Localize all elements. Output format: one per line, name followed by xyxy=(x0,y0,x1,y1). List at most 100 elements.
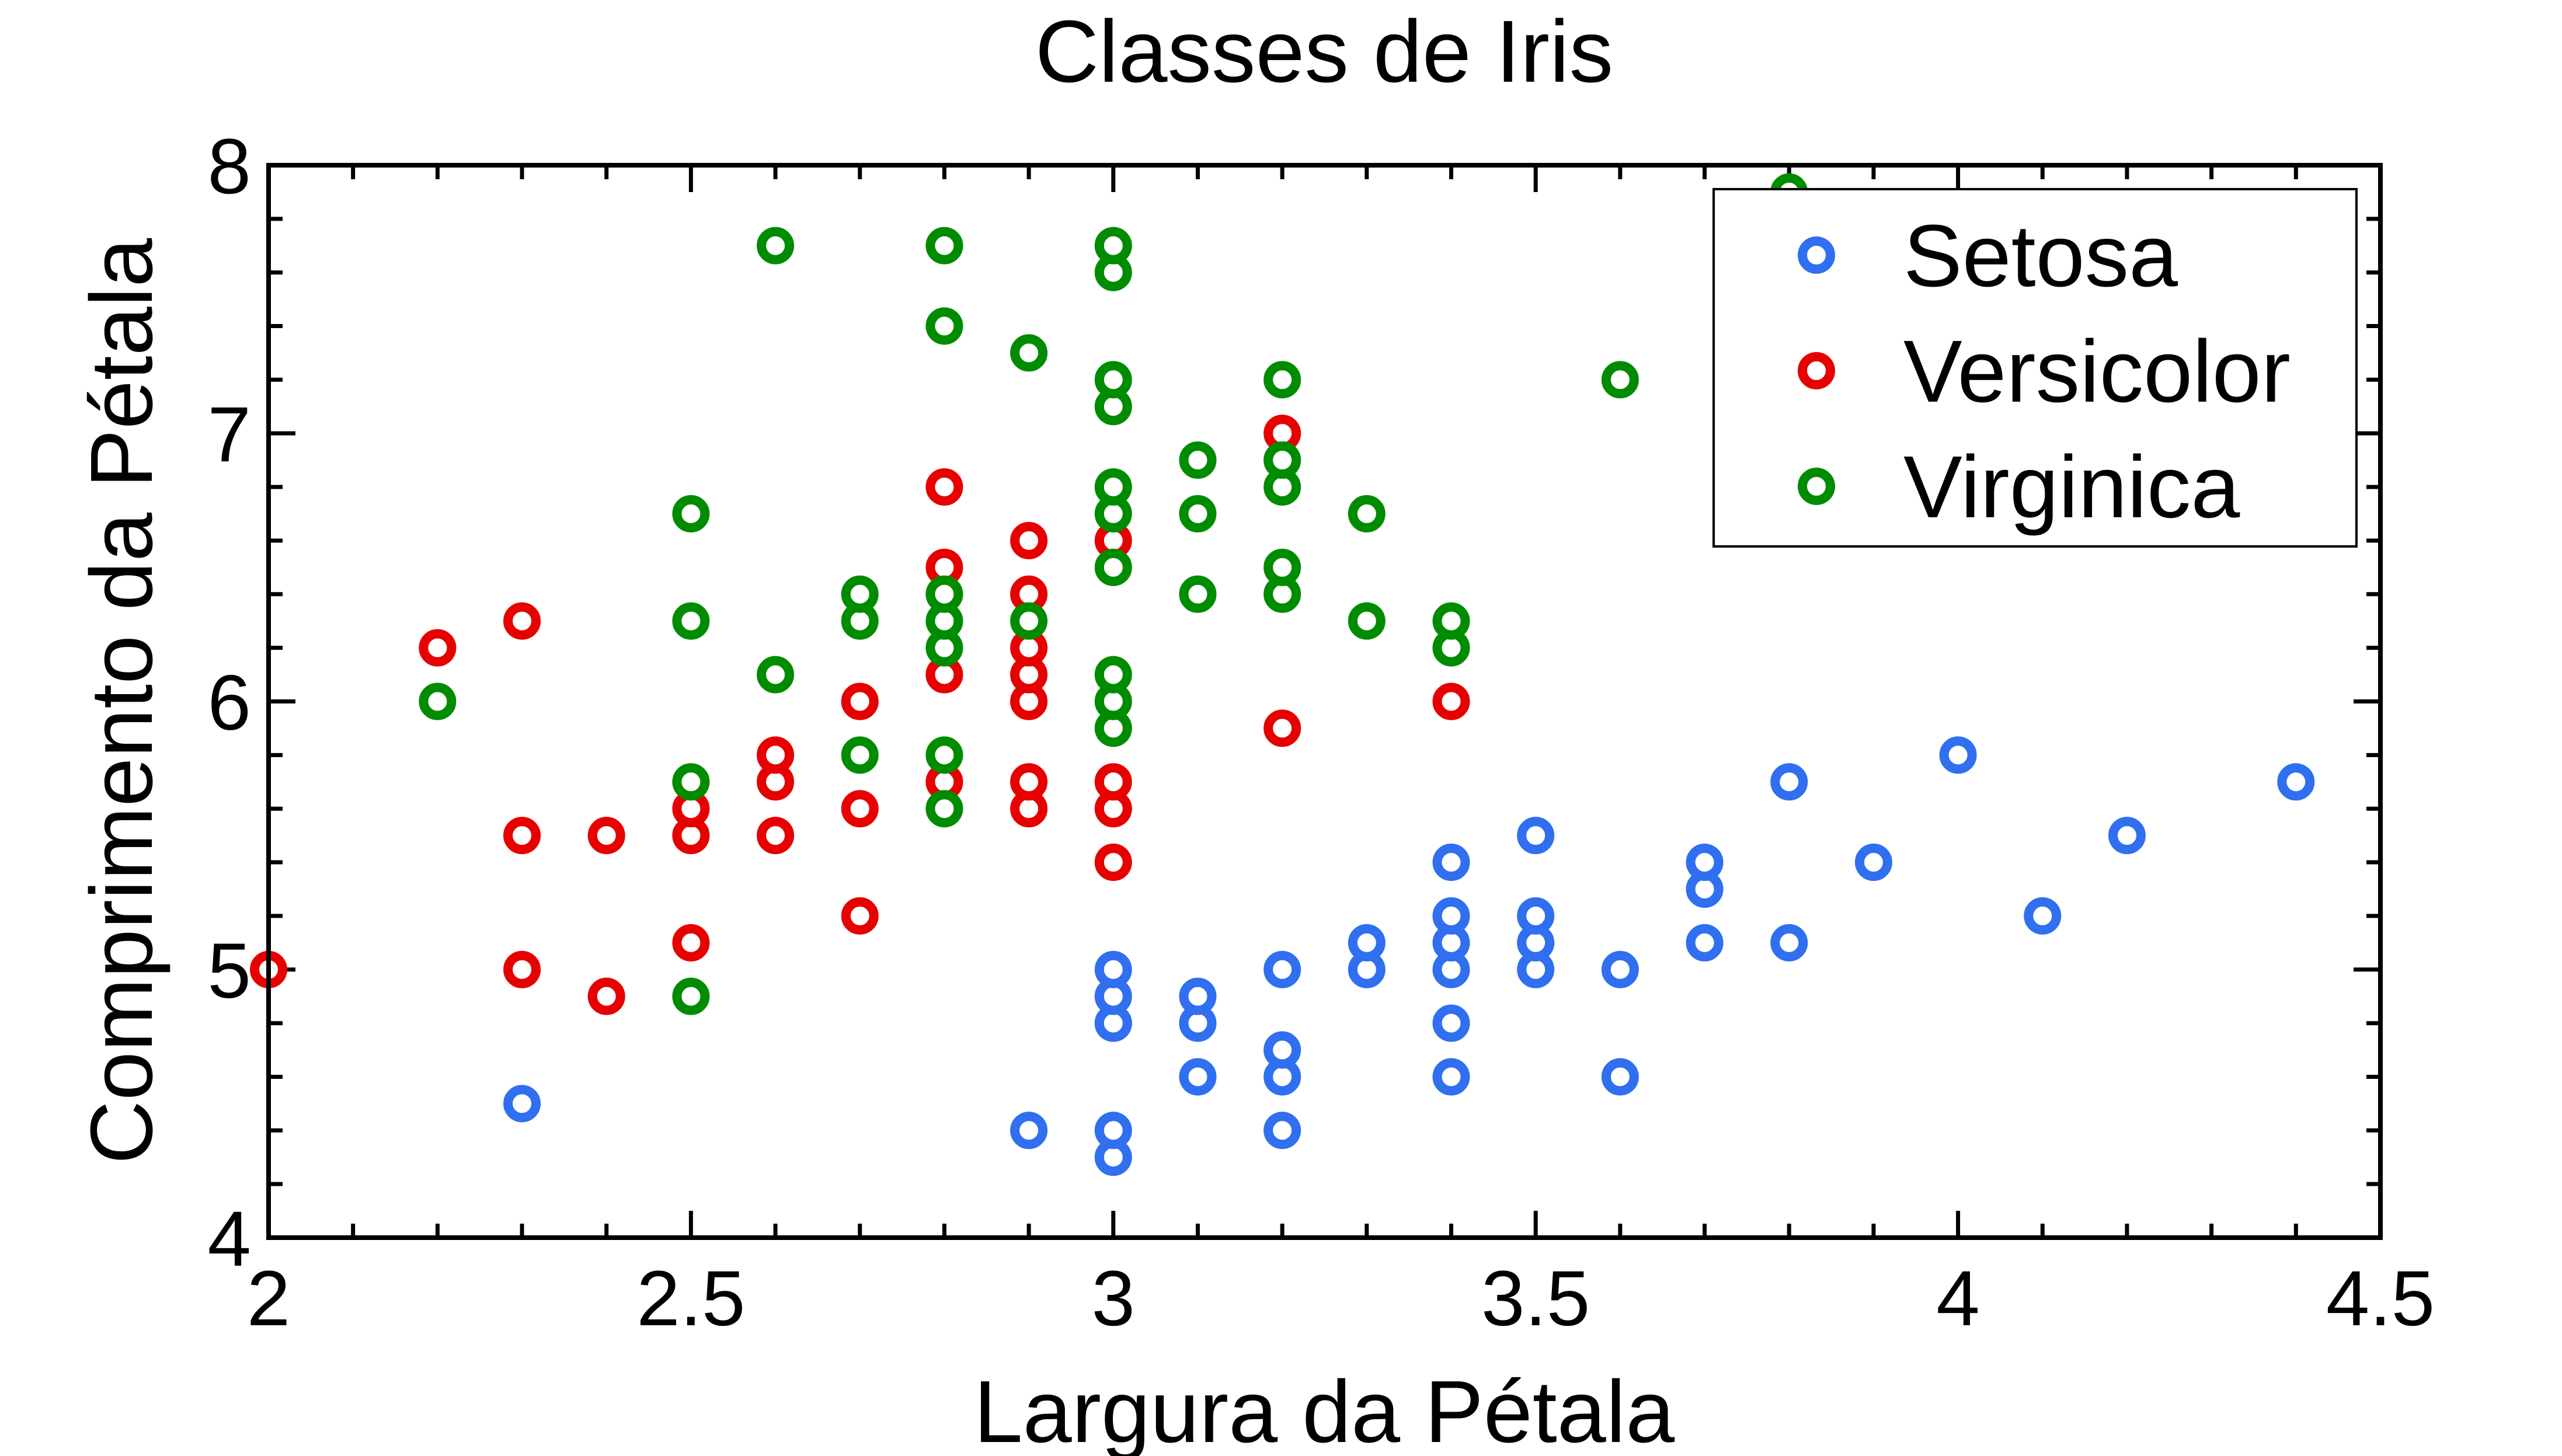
point-virginica xyxy=(1179,495,1217,533)
point-setosa xyxy=(1432,897,1470,935)
chart-title: Classes de Iris xyxy=(1035,2,1613,100)
point-setosa xyxy=(1348,924,1386,962)
data-points xyxy=(250,173,2315,1176)
point-versicolor xyxy=(419,629,457,667)
y-tick-label: 5 xyxy=(207,928,251,1015)
x-tick-label: 4.5 xyxy=(2326,1255,2435,1342)
point-virginica xyxy=(1432,602,1470,640)
legend-marker-versicolor xyxy=(1798,352,1835,389)
point-setosa xyxy=(503,1085,541,1123)
y-axis-label: Comprimento da Pétala xyxy=(72,238,170,1164)
point-virginica xyxy=(1010,334,1048,372)
point-virginica xyxy=(1094,361,1132,399)
point-versicolor xyxy=(841,897,879,935)
point-versicolor xyxy=(503,950,541,988)
point-virginica xyxy=(1179,575,1217,613)
legend-label-versicolor: Versicolor xyxy=(1903,322,2291,420)
point-setosa xyxy=(1686,844,1724,882)
point-versicolor xyxy=(841,790,879,828)
point-virginica xyxy=(672,602,710,640)
point-versicolor xyxy=(1432,682,1470,720)
tick-labels: 2 2.5 3 3.5 4 4.5 4 5 6 7 8 xyxy=(207,123,2435,1342)
point-setosa xyxy=(1432,1058,1470,1096)
point-versicolor xyxy=(672,924,710,962)
point-virginica xyxy=(841,736,879,774)
point-setosa xyxy=(1939,736,1977,774)
legend: Setosa Versicolor Virginica xyxy=(1712,188,2358,548)
point-setosa xyxy=(2277,763,2315,801)
point-setosa xyxy=(1432,1004,1470,1042)
point-setosa xyxy=(1094,1112,1132,1150)
y-tick-label: 4 xyxy=(207,1196,251,1283)
point-setosa xyxy=(1263,1031,1301,1069)
series-virginica xyxy=(419,173,1808,1015)
point-virginica xyxy=(757,656,795,694)
point-setosa xyxy=(1601,1058,1639,1096)
point-virginica xyxy=(1348,495,1386,533)
point-setosa xyxy=(1179,977,1217,1015)
point-versicolor xyxy=(1263,709,1301,747)
x-tick-label: 4 xyxy=(1936,1255,1980,1342)
point-virginica xyxy=(1601,361,1639,399)
point-virginica xyxy=(1094,468,1132,506)
x-tick-label: 3.5 xyxy=(1481,1255,1590,1342)
point-virginica xyxy=(1263,361,1301,399)
y-tick-label: 7 xyxy=(207,391,251,478)
point-virginica xyxy=(1348,602,1386,640)
point-virginica xyxy=(925,307,963,345)
point-virginica xyxy=(925,790,963,828)
point-setosa xyxy=(1770,763,1808,801)
point-virginica xyxy=(1010,602,1048,640)
point-setosa xyxy=(2108,817,2146,855)
series-setosa xyxy=(503,736,2315,1176)
point-setosa xyxy=(1010,1112,1048,1150)
point-setosa xyxy=(1854,844,1892,882)
point-virginica xyxy=(925,575,963,613)
point-versicolor xyxy=(503,817,541,855)
point-setosa xyxy=(1179,1058,1217,1096)
point-versicolor xyxy=(1094,844,1132,882)
point-versicolor xyxy=(757,736,795,774)
point-virginica xyxy=(1094,227,1132,264)
point-virginica xyxy=(1179,441,1217,479)
point-setosa xyxy=(1263,1112,1301,1150)
point-versicolor xyxy=(587,977,625,1015)
point-setosa xyxy=(1770,924,1808,962)
x-axis-label: Largura da Pétala xyxy=(974,1362,1675,1456)
point-virginica xyxy=(1263,548,1301,586)
point-virginica xyxy=(1094,656,1132,694)
point-virginica xyxy=(925,227,963,264)
point-virginica xyxy=(419,682,457,720)
point-setosa xyxy=(1094,950,1132,988)
y-tick-label: 8 xyxy=(207,123,251,210)
point-versicolor xyxy=(1094,763,1132,801)
x-tick-label: 2.5 xyxy=(636,1255,745,1342)
point-virginica xyxy=(672,977,710,1015)
point-virginica xyxy=(672,763,710,801)
point-versicolor xyxy=(757,817,795,855)
point-versicolor xyxy=(1010,521,1048,559)
point-versicolor xyxy=(587,817,625,855)
point-virginica xyxy=(1094,548,1132,586)
point-virginica xyxy=(841,575,879,613)
point-versicolor xyxy=(503,602,541,640)
y-tick-label: 6 xyxy=(207,660,251,747)
point-setosa xyxy=(1517,897,1555,935)
point-virginica xyxy=(757,227,795,264)
legend-label-setosa: Setosa xyxy=(1903,206,2178,305)
legend-label-virginica: Virginica xyxy=(1903,437,2240,536)
point-virginica xyxy=(1263,441,1301,479)
point-virginica xyxy=(925,736,963,774)
point-setosa xyxy=(2024,897,2062,935)
x-tick-label: 3 xyxy=(1092,1255,1136,1342)
point-setosa xyxy=(1517,817,1555,855)
point-versicolor xyxy=(841,682,879,720)
point-virginica xyxy=(672,495,710,533)
legend-marker-virginica xyxy=(1798,468,1835,505)
point-versicolor xyxy=(1010,763,1048,801)
point-versicolor xyxy=(925,468,963,506)
point-setosa xyxy=(1432,844,1470,882)
point-setosa xyxy=(1686,924,1724,962)
point-setosa xyxy=(1601,950,1639,988)
